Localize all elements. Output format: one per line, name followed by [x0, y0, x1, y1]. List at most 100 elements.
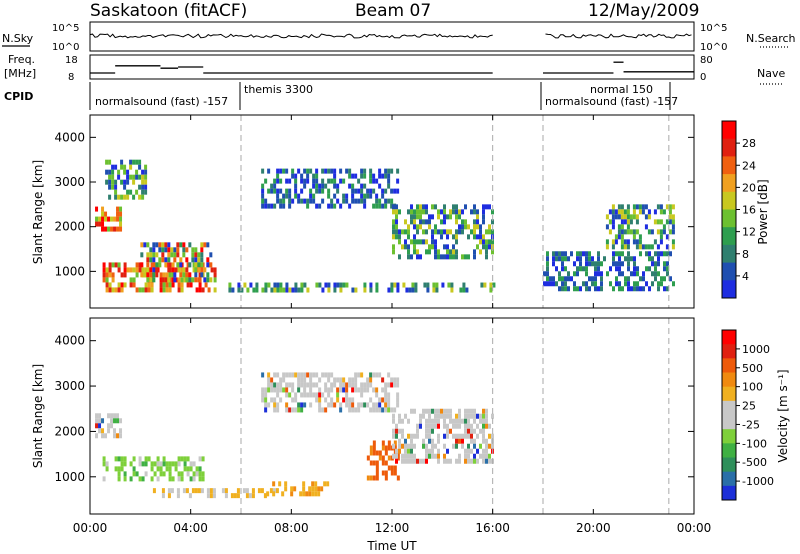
power-echo-cell [149, 272, 153, 278]
velocity-echo-cell [183, 456, 187, 462]
velocity-echo-cell [141, 461, 145, 467]
power-echo-cell [558, 271, 561, 277]
power-echo-cell [639, 276, 642, 282]
velocity-echo-cell [282, 372, 286, 378]
velocity-echo-cell [431, 453, 434, 459]
velocity-echo-cell [384, 460, 388, 466]
velocity-echo-cell [168, 476, 172, 482]
power-echo-cell [431, 229, 434, 235]
power-echo-cell [455, 249, 458, 255]
power-echo-cell [141, 287, 145, 293]
power-echo-cell [194, 277, 198, 283]
power-echo-cell [573, 261, 576, 267]
power-echo-cell [447, 282, 451, 288]
velocity-echo-cell [467, 408, 470, 414]
velocity-colorbar-label: Velocity [m s⁻¹] [776, 369, 790, 462]
power-echo-cell [114, 194, 118, 200]
power-echo-cell [473, 204, 476, 210]
power-echo-cell [132, 179, 136, 185]
power-echo-cell [165, 272, 169, 278]
power-echo-cell [141, 194, 145, 200]
power-echo-cell [101, 221, 105, 227]
power-echo-cell [672, 281, 675, 287]
velocity-echo-cell [294, 372, 298, 378]
power-echo-cell [378, 168, 382, 174]
velocity-echo-cell [120, 456, 124, 462]
power-echo-cell [179, 272, 183, 278]
power-echo-cell [210, 267, 214, 273]
velocity-echo-cell [342, 387, 346, 393]
power-echo-cell [476, 214, 479, 220]
velocity-echo-cell [458, 413, 461, 419]
velocity-echo-cell [209, 493, 213, 499]
velocity-echo-cell [470, 458, 473, 464]
power-echo-cell [654, 261, 657, 267]
power-echo-cell [416, 209, 419, 215]
power-echo-cell [330, 168, 334, 174]
power-echo-cell [450, 282, 454, 288]
power-echo-cell [488, 244, 491, 250]
velocity-echo-cell [98, 428, 102, 434]
velocity-echo-cell [485, 413, 488, 419]
power-echo-cell [491, 209, 494, 215]
power-echo-cell [549, 276, 552, 282]
power-echo-cell [410, 209, 413, 215]
velocity-echo-cell [192, 476, 196, 482]
velocity-echo-cell [324, 382, 328, 388]
power-echo-cell [416, 204, 419, 210]
velocity-echo-cell [431, 443, 434, 449]
power-echo-cell [138, 184, 142, 190]
power-echo-cell [339, 287, 343, 293]
velocity-echo-cell [369, 382, 373, 388]
power-echo-cell [639, 251, 642, 257]
velocity-echo-cell [381, 407, 385, 413]
velocity-echo-cell [224, 488, 228, 494]
velocity-echo-cell [300, 407, 304, 413]
power-echo-cell [597, 261, 600, 267]
power-echo-cell [600, 286, 603, 292]
power-echo-cell [579, 256, 582, 262]
power-echo-cell [473, 234, 476, 240]
velocity-echo-cell [162, 461, 166, 467]
x-axis-ticks: 00:00 04:00 08:00 12:00 16:00 20:00 00:00 [73, 115, 711, 535]
power-echo-cell [425, 209, 428, 215]
velocity-echo-cell [192, 471, 196, 477]
power-echo-cell [372, 203, 376, 209]
power-echo-cell [452, 204, 455, 210]
power-echo-cell [291, 287, 295, 293]
power-echo-cell [552, 276, 555, 282]
power-echo-cell [297, 168, 301, 174]
power-echo-cell [561, 276, 564, 282]
power-echo-cell [414, 287, 418, 293]
power-echo-cell [360, 183, 364, 189]
power-colorbar-swatch [722, 156, 736, 175]
power-echo-cell [333, 168, 337, 174]
velocity-echo-cell [396, 455, 400, 461]
power-echo-cell [579, 266, 582, 272]
power-echo-cell [629, 214, 633, 220]
power-echo-cell [666, 251, 669, 257]
power-echo-cell [117, 169, 121, 175]
power-echo-cell [390, 203, 394, 209]
power-echo-cell [665, 244, 669, 250]
power-echo-cell [392, 219, 395, 225]
power-echo-cell [111, 179, 115, 185]
velocity-echo-cell [482, 458, 485, 464]
power-echo-cell [363, 193, 367, 199]
velocity-echo-cell [314, 486, 318, 492]
power-echo-cell [449, 214, 452, 220]
power-echo-cell [606, 271, 609, 277]
power-echo-cell [285, 168, 289, 174]
power-ylabel: Slant Range [km] [31, 160, 45, 264]
power-echo-cell [666, 261, 669, 267]
x-axis-label: Time UT [366, 539, 417, 553]
velocity-echo-cell [410, 453, 413, 459]
velocity-echo-cell [404, 443, 407, 449]
power-echo-cell [120, 194, 124, 200]
power-echo-cell [458, 229, 461, 235]
velocity-echo-cell [443, 418, 446, 424]
power-echo-cell [363, 287, 367, 293]
power-echo-cell [120, 287, 124, 293]
velocity-echo-cell [488, 433, 491, 439]
beam-title: Beam 07 [355, 1, 431, 21]
